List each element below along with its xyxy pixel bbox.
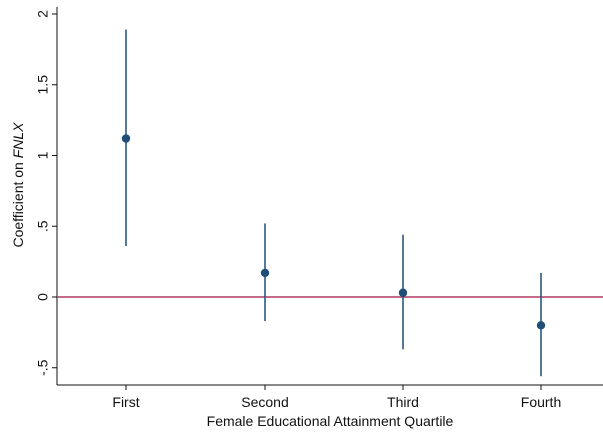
x-tick-label: Fourth: [521, 394, 561, 410]
data-marks: [121, 29, 546, 377]
axes: -.5 0 .5 1 1.5 2 First Second Third Fourth: [35, 6, 603, 410]
x-axis-title: Female Educational Attainment Quartile: [207, 413, 454, 429]
point-fourth: [536, 321, 546, 330]
y-tick-label: 1: [35, 151, 51, 159]
point-first: [121, 134, 131, 143]
y-axis-title-italic: FNLX: [10, 122, 26, 158]
y-tick-label: 2: [35, 10, 51, 18]
x-tick-label: Third: [387, 394, 419, 410]
y-tick-label: .5: [35, 220, 51, 232]
y-tick-label: -.5: [35, 359, 51, 376]
y-tick-label: 1.5: [35, 75, 51, 95]
point-third: [398, 288, 408, 297]
y-axis-title-prefix: Coefficient on: [10, 158, 26, 247]
x-tick-label: First: [112, 394, 139, 410]
x-tick-label: Second: [241, 394, 288, 410]
y-tick-label: 0: [35, 293, 51, 301]
point-second: [260, 268, 270, 278]
y-axis-title: Coefficient on FNLX: [10, 122, 26, 248]
